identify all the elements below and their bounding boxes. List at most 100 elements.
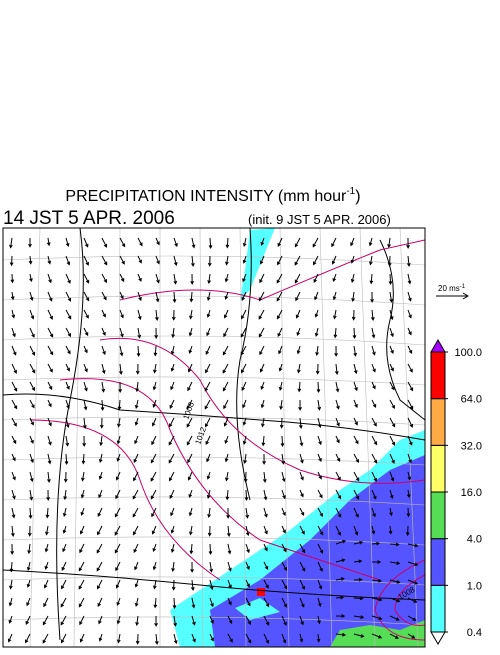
wind-arrow xyxy=(79,525,85,535)
wind-arrow xyxy=(133,453,139,463)
wind-arrow xyxy=(333,309,337,320)
wind-arrow xyxy=(335,453,341,462)
wind-arrow xyxy=(150,453,157,464)
wind-arrow xyxy=(205,345,211,355)
wind-arrow xyxy=(371,633,383,639)
wind-arrow xyxy=(11,345,17,356)
wind-arrow xyxy=(119,237,126,248)
wind-arrow xyxy=(151,435,157,446)
wind-arrow xyxy=(389,327,394,338)
wind-arrow xyxy=(98,453,103,464)
wind-arrow xyxy=(276,291,283,302)
wind-arrow xyxy=(260,399,265,409)
wind-arrow xyxy=(170,345,175,356)
wind-arrow xyxy=(371,541,381,546)
wind-arrow xyxy=(258,291,265,302)
wind-arrow xyxy=(407,273,412,285)
wind-arrow xyxy=(278,381,283,391)
wind-arrow xyxy=(65,309,72,320)
wind-arrow xyxy=(9,237,13,249)
wind-arrow xyxy=(65,399,70,410)
wind-arrow xyxy=(299,633,304,643)
wind-arrow xyxy=(317,489,323,499)
wind-arrow xyxy=(133,471,139,482)
wind-arrow xyxy=(335,417,340,427)
wind-arrow xyxy=(407,363,413,373)
wind-arrow xyxy=(173,255,178,267)
wind-arrow xyxy=(407,399,414,410)
wind-arrow xyxy=(389,633,399,639)
colorbar-segment xyxy=(430,584,446,633)
wind-arrow xyxy=(259,345,265,356)
vector-scale-label: 20 ms-1 xyxy=(438,284,466,293)
wind-arrow xyxy=(169,417,175,428)
wind-arrow xyxy=(389,597,401,603)
wind-arrow xyxy=(101,273,107,284)
wind-arrow xyxy=(263,489,268,501)
wind-arrow xyxy=(317,453,322,463)
wind-arrow xyxy=(191,237,196,249)
wind-arrow xyxy=(407,471,412,481)
wind-arrow xyxy=(262,471,267,483)
wind-arrow xyxy=(245,597,251,607)
wind-arrow xyxy=(353,381,358,392)
wind-arrow xyxy=(189,309,193,320)
wind-arrow xyxy=(9,255,14,267)
wind-arrow xyxy=(101,291,107,301)
wind-arrow xyxy=(154,615,158,627)
wind-arrow xyxy=(224,435,229,444)
wind-arrow xyxy=(83,327,89,337)
wind-arrow xyxy=(173,273,178,285)
wind-arrow xyxy=(80,507,85,516)
wind-arrow xyxy=(241,309,247,320)
wind-arrow xyxy=(46,489,51,501)
wind-arrow xyxy=(277,255,283,266)
wind-arrow xyxy=(65,417,70,429)
wind-arrow xyxy=(281,597,288,608)
wind-arrow xyxy=(8,597,13,607)
wind-arrow xyxy=(63,471,68,483)
wind-arrow xyxy=(47,381,53,391)
wind-arrow xyxy=(263,597,270,608)
wind-arrow xyxy=(407,381,414,392)
wind-arrow xyxy=(243,453,247,464)
wind-arrow xyxy=(65,237,70,247)
wind-arrow xyxy=(206,291,211,302)
wind-arrow xyxy=(313,255,319,266)
wind-arrow xyxy=(299,597,305,608)
wind-arrow xyxy=(240,327,247,338)
wind-arrow xyxy=(61,579,67,590)
wind-arrow xyxy=(151,417,157,427)
wind-arrow xyxy=(134,435,139,445)
wind-arrow xyxy=(406,255,411,267)
wind-arrow xyxy=(152,561,157,571)
wind-arrow xyxy=(353,633,365,638)
wind-arrow xyxy=(7,633,13,643)
wind-arrow xyxy=(28,255,33,265)
wind-arrow xyxy=(259,255,265,265)
wind-arrow xyxy=(335,471,341,481)
wind-arrow xyxy=(334,345,338,357)
wind-arrow xyxy=(117,633,121,644)
wind-arrow xyxy=(222,363,229,374)
wind-arrow xyxy=(389,363,394,372)
wind-arrow xyxy=(79,615,85,626)
wind-arrow xyxy=(206,453,211,463)
wind-arrow xyxy=(299,489,304,498)
wind-arrow xyxy=(281,453,286,465)
wind-arrow xyxy=(172,291,177,304)
wind-arrow xyxy=(26,561,31,572)
wind-arrow xyxy=(151,525,157,535)
wind-arrow xyxy=(389,435,396,446)
wind-arrow xyxy=(353,540,364,545)
wind-arrow xyxy=(101,255,108,266)
wind-arrow xyxy=(227,633,233,643)
wind-arrow xyxy=(334,363,339,375)
wind-arrow xyxy=(47,399,52,408)
wind-arrow xyxy=(99,435,103,447)
wind-arrow xyxy=(278,345,283,355)
wind-arrow xyxy=(281,489,286,500)
wind-arrow xyxy=(209,633,214,642)
wind-arrow xyxy=(389,399,395,410)
wind-arrow xyxy=(155,309,159,321)
